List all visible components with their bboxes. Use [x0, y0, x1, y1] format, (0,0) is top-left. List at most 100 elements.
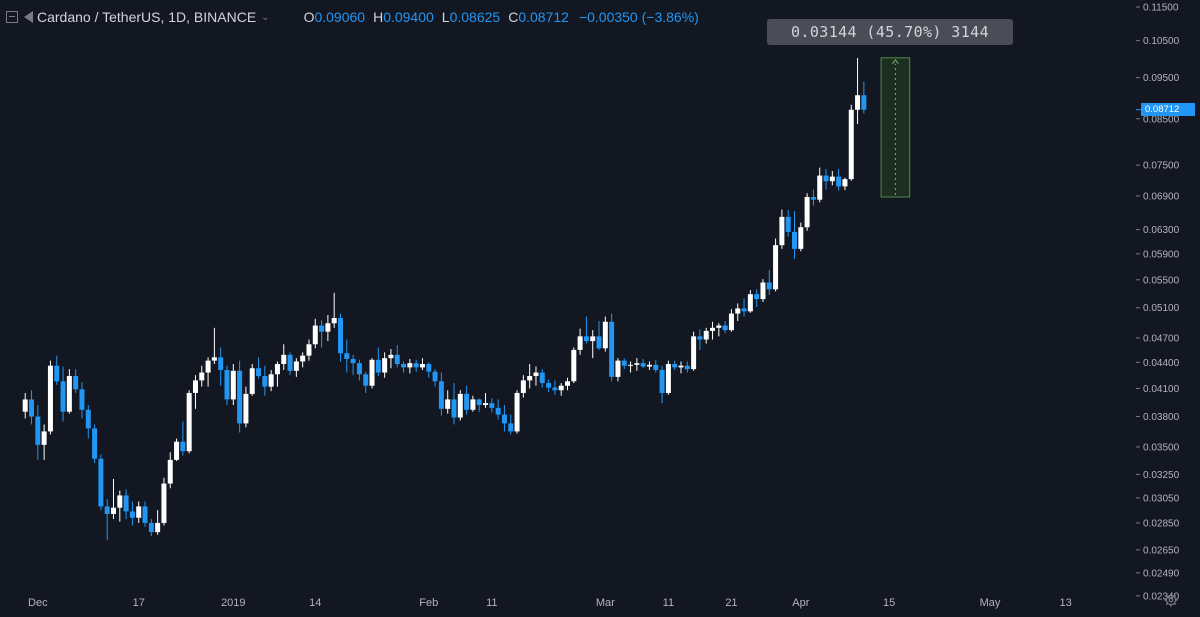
- candle: [621, 358, 627, 370]
- candle-body: [760, 282, 766, 300]
- candle: [60, 366, 66, 422]
- candle-body: [136, 506, 142, 518]
- candle: [697, 329, 703, 350]
- candle-body: [79, 389, 85, 410]
- candle-body: [22, 399, 28, 412]
- candle-body: [98, 458, 104, 507]
- candle-body: [256, 368, 262, 377]
- candle-body: [243, 393, 249, 424]
- candle: [401, 361, 407, 373]
- candle-body: [117, 495, 123, 508]
- candle: [552, 380, 558, 395]
- candle: [382, 352, 388, 378]
- candle: [47, 360, 53, 435]
- symbol-title[interactable]: Cardano / TetherUS, 1D, BINANCE: [37, 9, 257, 25]
- candle: [243, 386, 249, 428]
- symbol-legend: Cardano / TetherUS, 1D, BINANCE ⌄ O 0.090…: [6, 6, 699, 28]
- price-axis[interactable]: 0.11500 0.10500 0.09500 0.08500 0.07500 0.069…: [1135, 0, 1200, 612]
- candle: [230, 364, 236, 406]
- candle: [287, 352, 293, 376]
- change-value: −0.00350 (−3.86%): [578, 9, 699, 25]
- candle-body: [501, 414, 507, 424]
- candle: [123, 489, 129, 520]
- time-tick-label: 11: [663, 597, 674, 609]
- candle-body: [836, 176, 842, 187]
- candle-body: [167, 459, 173, 484]
- candle: [539, 369, 545, 388]
- gear-icon[interactable]: [1164, 593, 1178, 607]
- candle-body: [817, 175, 823, 200]
- collapse-icon[interactable]: [6, 11, 18, 23]
- candle: [142, 501, 148, 527]
- candle: [369, 358, 375, 389]
- candle: [817, 167, 823, 203]
- price-tick-label: 0.06900: [1143, 191, 1180, 202]
- measure-arrow-head: [891, 58, 899, 65]
- open-value: 0.09060: [314, 9, 366, 25]
- candle: [590, 330, 596, 359]
- chevron-down-icon[interactable]: ⌄: [261, 11, 270, 23]
- candle: [596, 321, 602, 350]
- candle: [779, 209, 785, 249]
- candle: [35, 405, 41, 460]
- candle: [602, 316, 608, 352]
- price-tick-label: 0.04700: [1143, 333, 1180, 344]
- candle: [117, 490, 123, 522]
- candle-body: [810, 196, 816, 200]
- candle-body: [489, 403, 495, 408]
- candle: [703, 327, 709, 344]
- candle-body: [653, 364, 659, 370]
- price-tick-label: 0.07500: [1143, 161, 1180, 172]
- time-axis[interactable]: Dec 17 2019 14 Feb 11 Mar 11 21 Apr 15 May 13: [28, 597, 1072, 609]
- time-tick-label: Apr: [792, 597, 809, 609]
- price-tick-label: 0.05500: [1143, 275, 1180, 286]
- price-tick-label: 0.11500: [1143, 3, 1179, 14]
- candle-body: [747, 294, 753, 312]
- candle: [281, 344, 287, 370]
- candle-body: [262, 376, 268, 387]
- candle-body: [413, 363, 419, 368]
- candle-body: [356, 363, 362, 375]
- candle-body: [457, 393, 463, 418]
- candle: [766, 269, 772, 295]
- candle: [792, 211, 797, 259]
- candle: [224, 365, 230, 406]
- candle-body: [312, 325, 318, 345]
- candle-body: [470, 399, 476, 410]
- flag-icon[interactable]: [24, 11, 33, 23]
- candle-body: [281, 354, 287, 365]
- candle: [388, 349, 394, 369]
- price-tick-label: 0.04100: [1143, 384, 1180, 395]
- candle: [274, 361, 280, 387]
- candle-body: [659, 369, 665, 393]
- candle: [810, 189, 816, 206]
- price-tick-label: 0.02650: [1143, 545, 1180, 556]
- candle-body: [792, 231, 797, 249]
- price-tick-label: 0.09500: [1143, 73, 1180, 84]
- candle: [306, 339, 312, 361]
- candle-body: [363, 374, 369, 386]
- high-value: 0.09400: [383, 9, 434, 25]
- time-tick-label: 11: [486, 597, 497, 609]
- candle-body: [590, 336, 596, 342]
- last-price-label: 0.08712: [1141, 103, 1195, 117]
- time-tick-label: 13: [1060, 597, 1072, 609]
- candle: [85, 405, 91, 439]
- price-tick-label: 0.02850: [1143, 518, 1180, 529]
- candle: [470, 395, 476, 412]
- candle: [855, 57, 861, 125]
- price-axis-background: [1135, 0, 1200, 612]
- candle: [861, 81, 867, 114]
- candle-body: [432, 371, 438, 382]
- candle: [451, 383, 457, 425]
- candle: [520, 375, 526, 398]
- candle-body: [697, 336, 703, 340]
- candle-body: [514, 392, 520, 432]
- candle: [716, 323, 722, 337]
- candle: [785, 210, 791, 237]
- candle-body: [508, 423, 514, 432]
- candle: [111, 478, 116, 520]
